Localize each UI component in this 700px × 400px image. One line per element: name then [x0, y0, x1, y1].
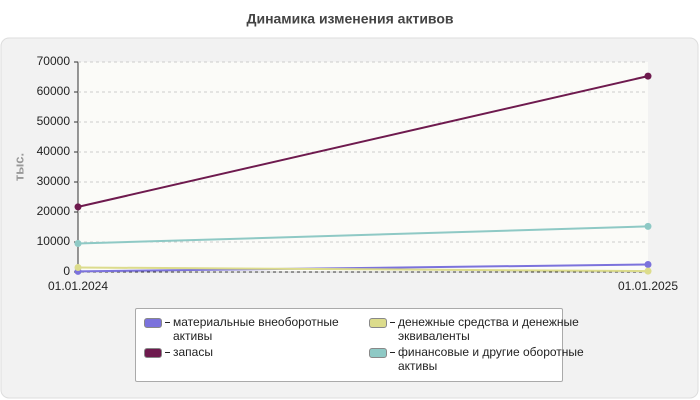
series-line [77, 225, 649, 245]
legend-dash [390, 352, 395, 353]
y-tick-label: 40000 [37, 144, 71, 158]
data-point [74, 264, 82, 271]
data-point [644, 267, 652, 275]
legend-swatch [369, 348, 387, 358]
legend: материальные внеоборотные активы запасы де… [135, 308, 584, 382]
legend-dash [165, 352, 170, 353]
data-point [644, 261, 652, 268]
x-tick-label: 01.01.2024 [48, 279, 108, 293]
legend-label: запасы [173, 345, 213, 359]
y-tick-label: 20000 [37, 204, 71, 218]
data-point [644, 222, 652, 230]
legend-label: материальные внеоборотные активы [173, 315, 339, 343]
y-tick-label: 60000 [37, 84, 71, 98]
legend-swatch [369, 318, 387, 328]
legend-dash [390, 322, 395, 323]
legend-swatch [144, 348, 162, 358]
data-point [74, 203, 82, 211]
legend-label: денежные средства и денежные эквиваленты [398, 315, 579, 343]
legend-swatch [144, 318, 162, 328]
y-tick-label: 0 [63, 264, 70, 278]
x-tick-label: 01.01.2025 [618, 279, 678, 293]
legend-item: запасы [144, 345, 369, 359]
series-line [77, 263, 649, 273]
y-tick-label: 10000 [37, 234, 71, 248]
legend-dash [165, 322, 170, 323]
y-tick-label: 70000 [37, 54, 71, 68]
data-point [644, 72, 652, 80]
legend-item: денежные средства и денежные эквиваленты [369, 315, 594, 343]
series-line [77, 75, 649, 208]
legend-label: финансовые и другие оборотные активы [398, 345, 584, 373]
legend-item: финансовые и другие оборотные активы [369, 345, 594, 373]
series-line [77, 266, 649, 273]
chart-title: Динамика изменения активов [246, 11, 453, 27]
y-tick-label: 50000 [37, 114, 71, 128]
y-tick-label: 30000 [37, 174, 71, 188]
legend-item: материальные внеоборотные активы [144, 315, 369, 343]
data-point [74, 240, 82, 247]
y-axis-label: тыс. [11, 153, 26, 181]
